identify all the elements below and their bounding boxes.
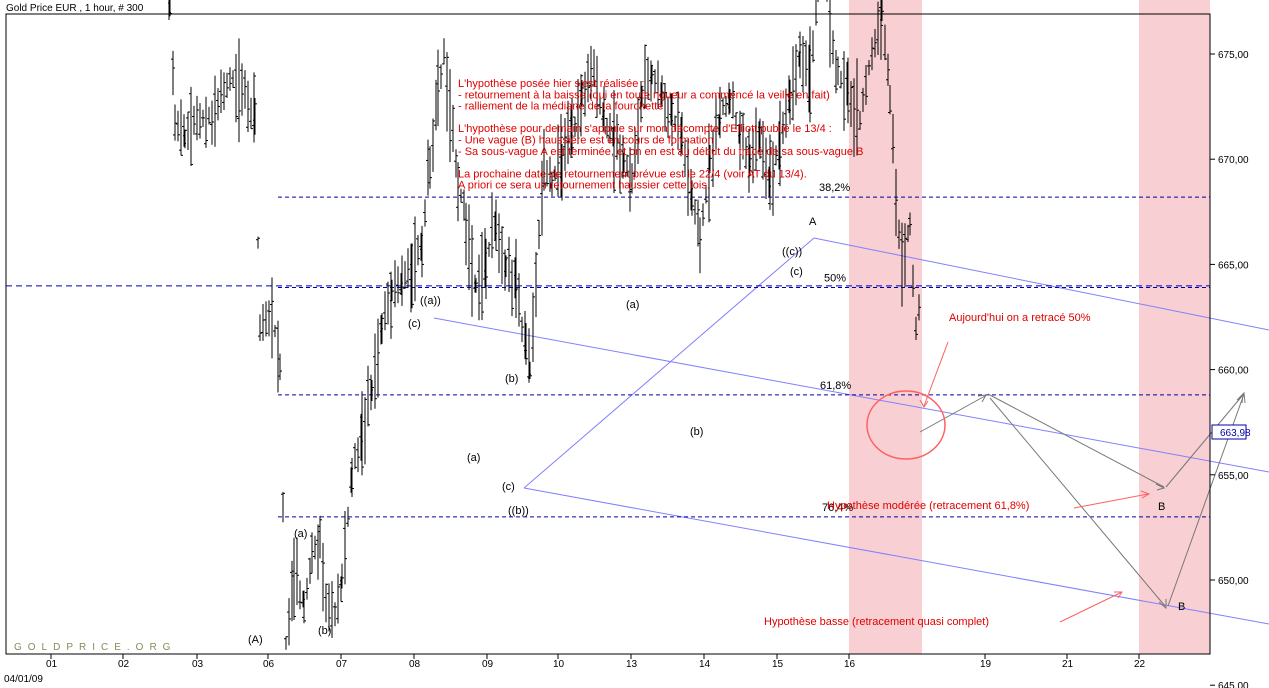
note-line: L'hypothèse posée hier s'est réalisée : xyxy=(458,78,644,90)
x-tick-label: 13 xyxy=(626,659,638,670)
annotation-low: Hypothèse basse (retracement quasi compl… xyxy=(764,616,989,628)
y-axis: 645,00 650,00 655,00 660,00 665,00 670,00 675,… xyxy=(1209,14,1249,688)
x-tick-label: 22 xyxy=(1134,659,1146,670)
fib-level-label: 50% xyxy=(824,273,846,285)
note-line: L'hypothèse pour demain s'appuie sur mon… xyxy=(458,123,832,135)
x-tick-label: 10 xyxy=(553,659,565,670)
wave-label: (c) xyxy=(408,318,421,330)
projection-label: B xyxy=(1158,501,1165,513)
wave-label: (c) xyxy=(502,481,515,493)
y-tick-label: 665,00 xyxy=(1218,260,1249,271)
arrowhead-1 xyxy=(977,394,987,403)
fib-level-label: 38,2% xyxy=(819,182,850,194)
channel-upper-line xyxy=(813,237,1269,331)
wave-label: (A) xyxy=(248,634,263,646)
last-price-box xyxy=(1211,424,1247,440)
note-line: - Sa sous-vague A est terminée, et on en… xyxy=(458,146,863,158)
wave-label: ((c)) xyxy=(782,246,802,258)
arrowhead-2 xyxy=(1155,483,1166,491)
chart-title: Gold Price EUR , 1 hour, # 300 xyxy=(6,3,144,14)
trend-line xyxy=(523,237,815,489)
fibonacci-levels: 38,2% 50% 61,8% 76,4% xyxy=(6,182,1210,518)
note-line: - ralliement de la médiane de la fourche… xyxy=(458,101,663,113)
x-tick-label: 14 xyxy=(699,659,711,670)
pointer-moderate-head xyxy=(1140,490,1151,499)
note-line: - Une vague (B) haussière est en cours d… xyxy=(458,135,714,147)
x-tick-label: 08 xyxy=(409,659,421,670)
x-tick-label: 19 xyxy=(980,659,992,670)
projection-arrow-to-b2 xyxy=(989,397,1166,607)
y-tick-label: 655,00 xyxy=(1218,471,1249,482)
wave-label: (a) xyxy=(626,299,639,311)
analysis-notes: L'hypothèse posée hier s'est réalisée :-… xyxy=(458,78,863,192)
note-line: - retournement à la baisse (qui en toute… xyxy=(458,89,830,101)
price-bars xyxy=(168,0,921,650)
x-tick-label: 16 xyxy=(844,659,856,670)
highlight-zone-projection xyxy=(1139,0,1210,654)
last-price-marker: 663,98 xyxy=(1211,424,1251,440)
x-tick-label: 07 xyxy=(336,659,348,670)
y-tick-label: 675,00 xyxy=(1218,50,1249,61)
y-tick-label: 660,00 xyxy=(1218,366,1249,377)
pointer-low-head xyxy=(1114,591,1123,599)
annotation-pointers xyxy=(919,341,1151,623)
wave-label: (b) xyxy=(690,426,703,438)
x-tick-label: 09 xyxy=(482,659,494,670)
wave-label: (c) xyxy=(790,266,803,278)
pointer-low xyxy=(1059,591,1123,623)
x-tick-label: 21 xyxy=(1062,659,1074,670)
pointer-today-head xyxy=(919,399,929,408)
annotation-today: Aujourd'hui on a retracé 50% xyxy=(949,312,1091,324)
wave-label: (a) xyxy=(294,528,307,540)
fib-level-label: 61,8% xyxy=(820,380,851,392)
x-tick-label: 06 xyxy=(263,659,275,670)
date-label: 04/01/09 xyxy=(4,674,43,685)
arrowhead-4 xyxy=(1158,599,1167,610)
highlight-zone-current xyxy=(849,0,922,654)
channel-lower-line xyxy=(523,487,1269,625)
arrowhead-5 xyxy=(1237,391,1246,404)
last-price-label: 663,98 xyxy=(1220,428,1251,439)
projection-label: B xyxy=(1178,601,1185,613)
x-axis: 01 02 03 06 07 08 09 10 13 14 15 16 19 21 22 xyxy=(46,654,1146,670)
channel-median-line xyxy=(433,317,1269,473)
channel-lines xyxy=(433,237,1269,625)
fib-level-label: 76,4% xyxy=(822,502,853,514)
wave-label: (a) xyxy=(467,452,480,464)
x-tick-label: 15 xyxy=(772,659,784,670)
highlight-circle xyxy=(866,390,946,460)
pointer-moderate xyxy=(1073,493,1149,509)
annotation-moderate: Hypothèse modérée (retracement 61,8%) xyxy=(827,500,1029,512)
note-line: A priori ce sera un retournement haussie… xyxy=(458,180,710,192)
wave-label: A xyxy=(809,216,817,228)
wave-label: ((b)) xyxy=(508,505,529,517)
note-line: La prochaine date de retournement prévue… xyxy=(458,168,807,180)
watermark: GOLDPRICE.ORG xyxy=(14,642,176,653)
wave-labels: A ((c)) (c) ((a)) (c) (a) (b) (b) (a) (c… xyxy=(248,216,1185,646)
wave-label: (b) xyxy=(318,625,331,637)
y-tick-label: 670,00 xyxy=(1218,155,1249,166)
x-tick-label: 03 xyxy=(192,659,204,670)
y-tick-label: 650,00 xyxy=(1218,576,1249,587)
wave-label: ((a)) xyxy=(420,295,441,307)
projection-arrow-from-b1 xyxy=(1165,395,1243,488)
x-tick-label: 01 xyxy=(46,659,58,670)
projection-arrow-to-b1 xyxy=(987,393,1165,488)
pointer-today xyxy=(923,341,949,407)
wave-label: (b) xyxy=(505,373,518,385)
x-tick-label: 02 xyxy=(118,659,130,670)
projection-arrow-up xyxy=(919,395,986,433)
y-tick-label: 645,00 xyxy=(1218,681,1249,688)
